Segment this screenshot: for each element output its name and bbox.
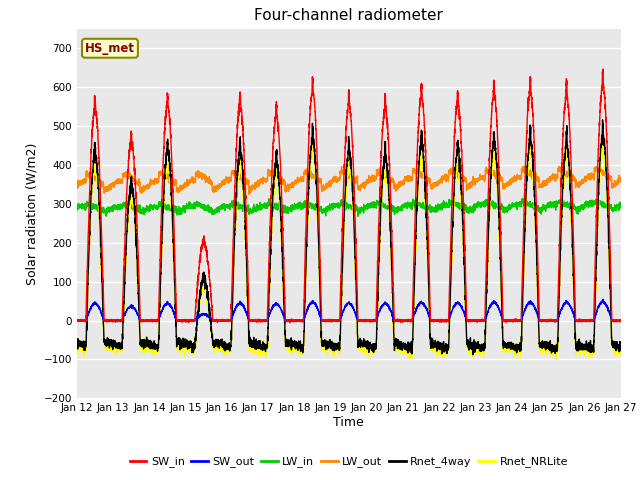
Legend: SW_in, SW_out, LW_in, LW_out, Rnet_4way, Rnet_NRLite: SW_in, SW_out, LW_in, LW_out, Rnet_4way,… <box>125 452 572 472</box>
SW_out <box>328 318 336 324</box>
LW_in <box>471 207 479 213</box>
Title: Four-channel radiometer: Four-channel radiometer <box>254 9 444 24</box>
Rnet_NRLite <box>552 356 560 362</box>
Rnet_4way <box>171 279 179 285</box>
LW_out <box>171 177 179 183</box>
SW_out <box>616 318 624 324</box>
LW_out <box>73 180 81 185</box>
SW_out <box>471 318 479 324</box>
LW_out <box>520 163 528 169</box>
Rnet_4way <box>73 342 81 348</box>
SW_out <box>438 319 445 324</box>
SW_out <box>502 318 509 324</box>
SW_in <box>502 318 509 324</box>
SW_out <box>599 297 607 302</box>
X-axis label: Time: Time <box>333 416 364 429</box>
Rnet_NRLite <box>617 353 625 359</box>
Rnet_NRLite <box>616 343 624 349</box>
LW_in <box>617 205 625 211</box>
Rnet_NRLite <box>171 284 179 289</box>
SW_out <box>171 312 179 317</box>
SW_in <box>73 318 81 324</box>
Rnet_4way <box>617 348 625 354</box>
LW_out <box>245 192 253 197</box>
LW_in <box>502 205 509 211</box>
SW_in <box>471 317 479 323</box>
SW_out <box>73 318 81 324</box>
Line: Rnet_NRLite: Rnet_NRLite <box>77 134 621 359</box>
LW_in <box>441 203 449 209</box>
LW_in <box>354 214 362 219</box>
SW_out <box>441 318 449 324</box>
Rnet_4way <box>616 342 624 348</box>
SW_in <box>599 66 607 72</box>
Rnet_NRLite <box>328 350 336 356</box>
LW_in <box>412 195 419 201</box>
SW_out <box>617 318 625 324</box>
Rnet_NRLite <box>502 344 509 350</box>
Rnet_NRLite <box>598 131 606 137</box>
LW_in <box>616 201 624 206</box>
Rnet_4way <box>328 347 336 352</box>
Rnet_NRLite <box>471 348 479 354</box>
LW_out <box>617 175 625 180</box>
LW_in <box>73 205 81 211</box>
Line: SW_in: SW_in <box>77 69 621 323</box>
LW_out <box>471 176 479 181</box>
SW_in <box>171 244 179 250</box>
SW_in <box>329 318 337 324</box>
SW_in <box>617 318 625 324</box>
Rnet_4way <box>440 344 448 350</box>
LW_out <box>329 178 337 183</box>
SW_in <box>616 318 624 324</box>
Rnet_4way <box>502 342 509 348</box>
Line: SW_out: SW_out <box>77 300 621 322</box>
Rnet_NRLite <box>73 344 81 350</box>
Rnet_4way <box>598 117 606 123</box>
Line: Rnet_4way: Rnet_4way <box>77 120 621 355</box>
Rnet_4way <box>469 352 477 358</box>
Text: HS_met: HS_met <box>85 42 135 55</box>
LW_out <box>502 184 509 190</box>
LW_out <box>441 171 449 177</box>
LW_in <box>171 205 179 211</box>
SW_in <box>441 318 449 324</box>
Line: LW_in: LW_in <box>77 198 621 216</box>
SW_in <box>286 320 294 325</box>
LW_in <box>328 204 336 210</box>
Rnet_4way <box>471 347 479 352</box>
Rnet_NRLite <box>440 347 448 353</box>
LW_out <box>616 176 624 182</box>
Y-axis label: Solar radiation (W/m2): Solar radiation (W/m2) <box>25 143 38 285</box>
Line: LW_out: LW_out <box>77 166 621 194</box>
